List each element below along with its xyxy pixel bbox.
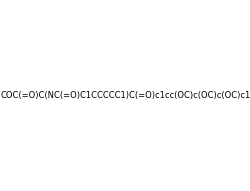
Text: COC(=O)C(NC(=O)C1CCCCC1)C(=O)c1cc(OC)c(OC)c(OC)c1: COC(=O)C(NC(=O)C1CCCCC1)C(=O)c1cc(OC)c(O… [0,91,250,100]
